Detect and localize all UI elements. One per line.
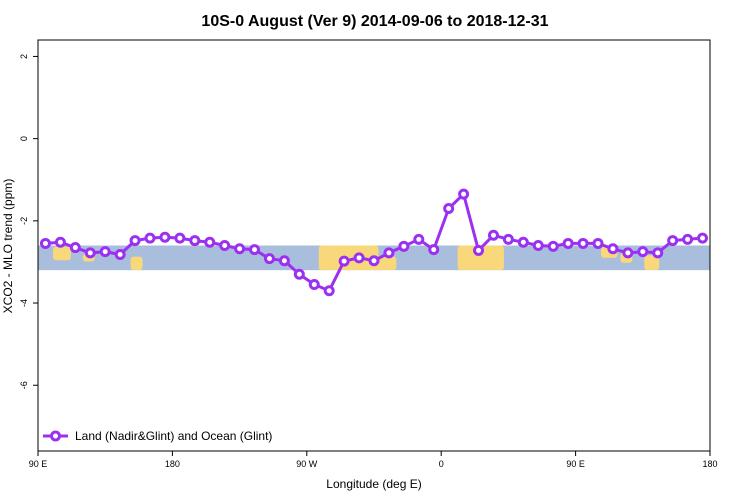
data-point xyxy=(458,188,470,200)
data-point xyxy=(338,255,350,267)
y-axis-label: XCO2 - MLO trend (ppm) xyxy=(1,179,15,314)
data-point xyxy=(517,236,529,248)
data-point xyxy=(487,229,499,241)
data-point xyxy=(278,255,290,267)
data-point xyxy=(428,244,440,256)
data-point xyxy=(323,285,335,297)
data-point xyxy=(473,244,485,256)
legend-marker xyxy=(50,430,61,442)
data-point xyxy=(682,233,694,245)
y-tick-label: 2 xyxy=(19,54,29,59)
data-point xyxy=(697,232,709,244)
x-axis-label: Longitude (deg E) xyxy=(326,477,421,491)
y-axis: 2 0 -2 -4 -6 xyxy=(19,54,38,389)
data-point xyxy=(174,232,186,244)
data-point xyxy=(667,235,679,247)
data-point xyxy=(353,252,365,264)
data-point xyxy=(443,203,455,215)
land-patch xyxy=(318,245,379,271)
data-point xyxy=(249,244,261,256)
data-point xyxy=(592,237,604,249)
x-axis: 90 E 180 90 W 0 90 E 180 xyxy=(29,451,718,469)
x-tick-label: 90 W xyxy=(296,459,318,469)
data-point xyxy=(532,240,544,251)
data-point xyxy=(368,255,380,267)
data-point xyxy=(308,279,320,291)
chart-title: 10S-0 August (Ver 9) 2014-09-06 to 2018-… xyxy=(201,13,548,30)
land-patch xyxy=(457,245,504,271)
legend: Land (Nadir&Glint) and Ocean (Glint) xyxy=(43,429,272,443)
data-point xyxy=(84,247,96,259)
x-tick-label: 180 xyxy=(702,459,717,469)
data-point xyxy=(398,240,410,252)
data-point xyxy=(234,243,246,255)
land-patch xyxy=(52,246,71,261)
data-point xyxy=(219,240,231,251)
y-tick-label: -4 xyxy=(19,299,29,307)
data-point xyxy=(159,231,171,243)
plot-frame xyxy=(37,39,711,452)
series-line xyxy=(39,188,709,297)
data-point xyxy=(577,237,589,249)
data-point xyxy=(652,247,664,259)
data-point xyxy=(622,247,634,259)
data-point xyxy=(263,253,275,265)
legend-label: Land (Nadir&Glint) and Ocean (Glint) xyxy=(75,429,272,443)
data-point xyxy=(114,249,126,261)
data-point xyxy=(189,235,201,247)
land-patch xyxy=(644,255,660,271)
data-point xyxy=(204,236,216,248)
data-point xyxy=(129,235,141,247)
data-point xyxy=(383,247,395,259)
data-point xyxy=(562,237,574,249)
data-point xyxy=(54,236,66,248)
data-point xyxy=(547,240,559,252)
data-point xyxy=(637,246,649,258)
series-polyline xyxy=(45,192,703,293)
data-point xyxy=(607,243,619,255)
data-point xyxy=(99,246,111,258)
x-tick-label: 90 E xyxy=(29,459,48,469)
y-tick-label: -6 xyxy=(19,381,29,389)
y-tick-label: 0 xyxy=(19,136,29,141)
data-point xyxy=(69,242,81,254)
y-tick-label: -2 xyxy=(19,217,29,225)
data-point xyxy=(144,232,156,244)
x-tick-label: 0 xyxy=(439,459,444,469)
x-tick-label: 90 E xyxy=(566,459,585,469)
land-patch xyxy=(130,256,143,271)
data-point xyxy=(413,233,425,245)
data-point xyxy=(39,237,51,249)
x-tick-label: 180 xyxy=(165,459,180,469)
data-point xyxy=(293,268,305,280)
data-point xyxy=(502,233,514,245)
